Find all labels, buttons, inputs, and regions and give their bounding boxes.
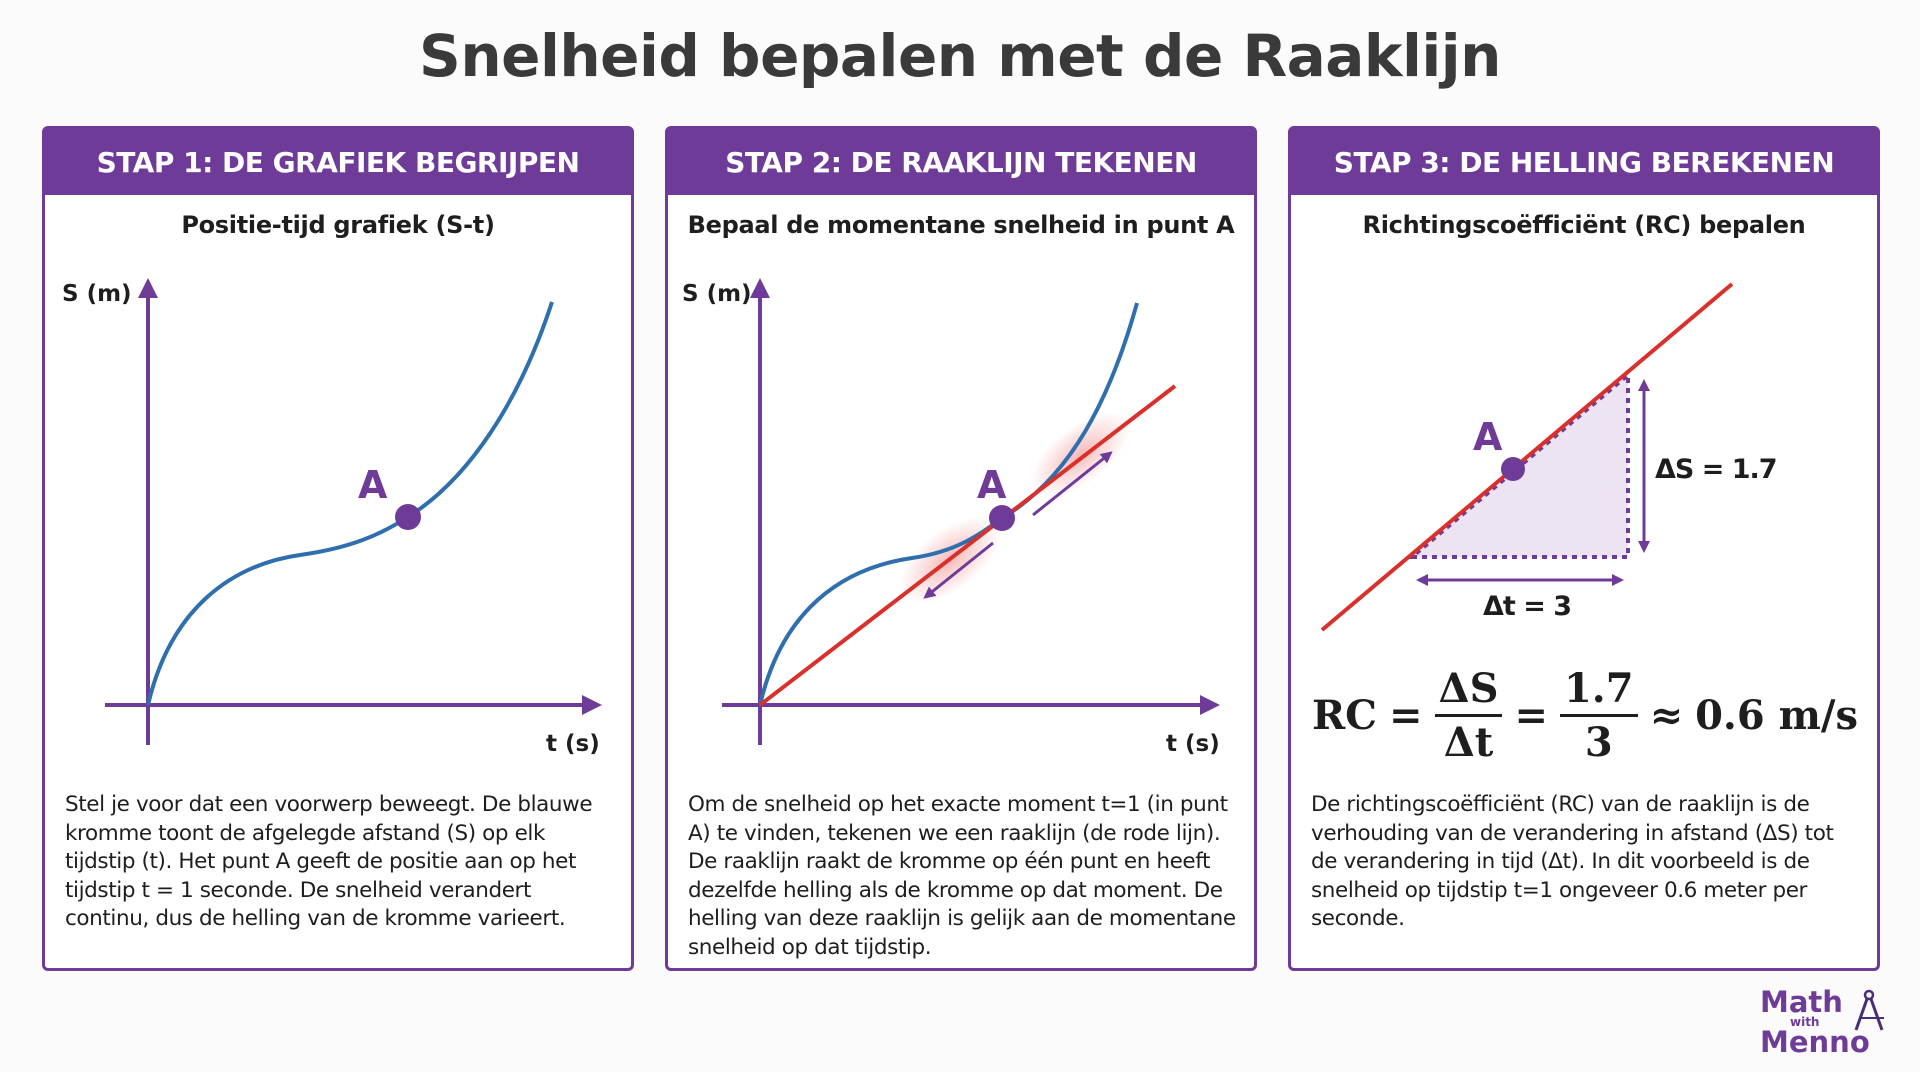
page-title: Snelheid bepalen met de Raaklijn (419, 22, 1501, 90)
math-with-menno-logo: Math with Menno (1760, 988, 1890, 1058)
step-2-description: Om de snelheid op het exacte moment t=1 … (688, 792, 1236, 960)
formula-lhs: RC (1311, 692, 1378, 739)
step-3-subtitle: Richtingscoëfficiënt (RC) bepalen (1362, 211, 1806, 239)
formula-result: 0.6 m/s (1695, 692, 1859, 739)
step-2-subtitle: Bepaal de momentane snelheid in punt A (687, 211, 1235, 239)
step-3-panel: STAP 3: DE HELLING BEREKENEN Richtingsco… (1288, 126, 1880, 971)
step-3-description: De richtingscoëfficiënt (RC) van de raak… (1311, 792, 1834, 931)
step-2-panel: STAP 2: DE RAAKLIJN TEKENEN Bepaal de mo… (665, 126, 1257, 971)
step-1-subtitle: Positie-tijd grafiek (S-t) (181, 211, 495, 239)
formula-approx: ≈ (1649, 692, 1684, 739)
fraction-numerator: 1.7 (1559, 665, 1638, 717)
logo-line-2: with (1790, 1015, 1820, 1029)
fraction-delta: ΔS Δt (1434, 665, 1503, 766)
formula-equals: = (1514, 692, 1548, 739)
compass-icon (1854, 989, 1884, 1031)
step-2-header: STAP 2: DE RAAKLIJN TEKENEN (668, 129, 1254, 195)
step-1-description: Stel je voor dat een voorwerp beweegt. D… (65, 792, 593, 931)
fraction-denominator: 3 (1584, 719, 1613, 766)
fraction-denominator: Δt (1443, 719, 1494, 766)
fraction-numerator: ΔS (1434, 665, 1503, 717)
step-1-header: STAP 1: DE GRAFIEK BEGRIJPEN (45, 129, 631, 195)
logo-line-3: Menno (1760, 1025, 1870, 1059)
step-1-panel: STAP 1: DE GRAFIEK BEGRIJPEN Positie-tij… (42, 126, 634, 971)
step-3-header: STAP 3: DE HELLING BEREKENEN (1291, 129, 1877, 195)
formula-equals: = (1389, 692, 1423, 739)
rc-formula: RC = ΔS Δt = 1.7 3 ≈ 0.6 m/s (1300, 665, 1870, 766)
logo-line-1: Math (1760, 985, 1843, 1019)
fraction-values: 1.7 3 (1559, 665, 1638, 766)
